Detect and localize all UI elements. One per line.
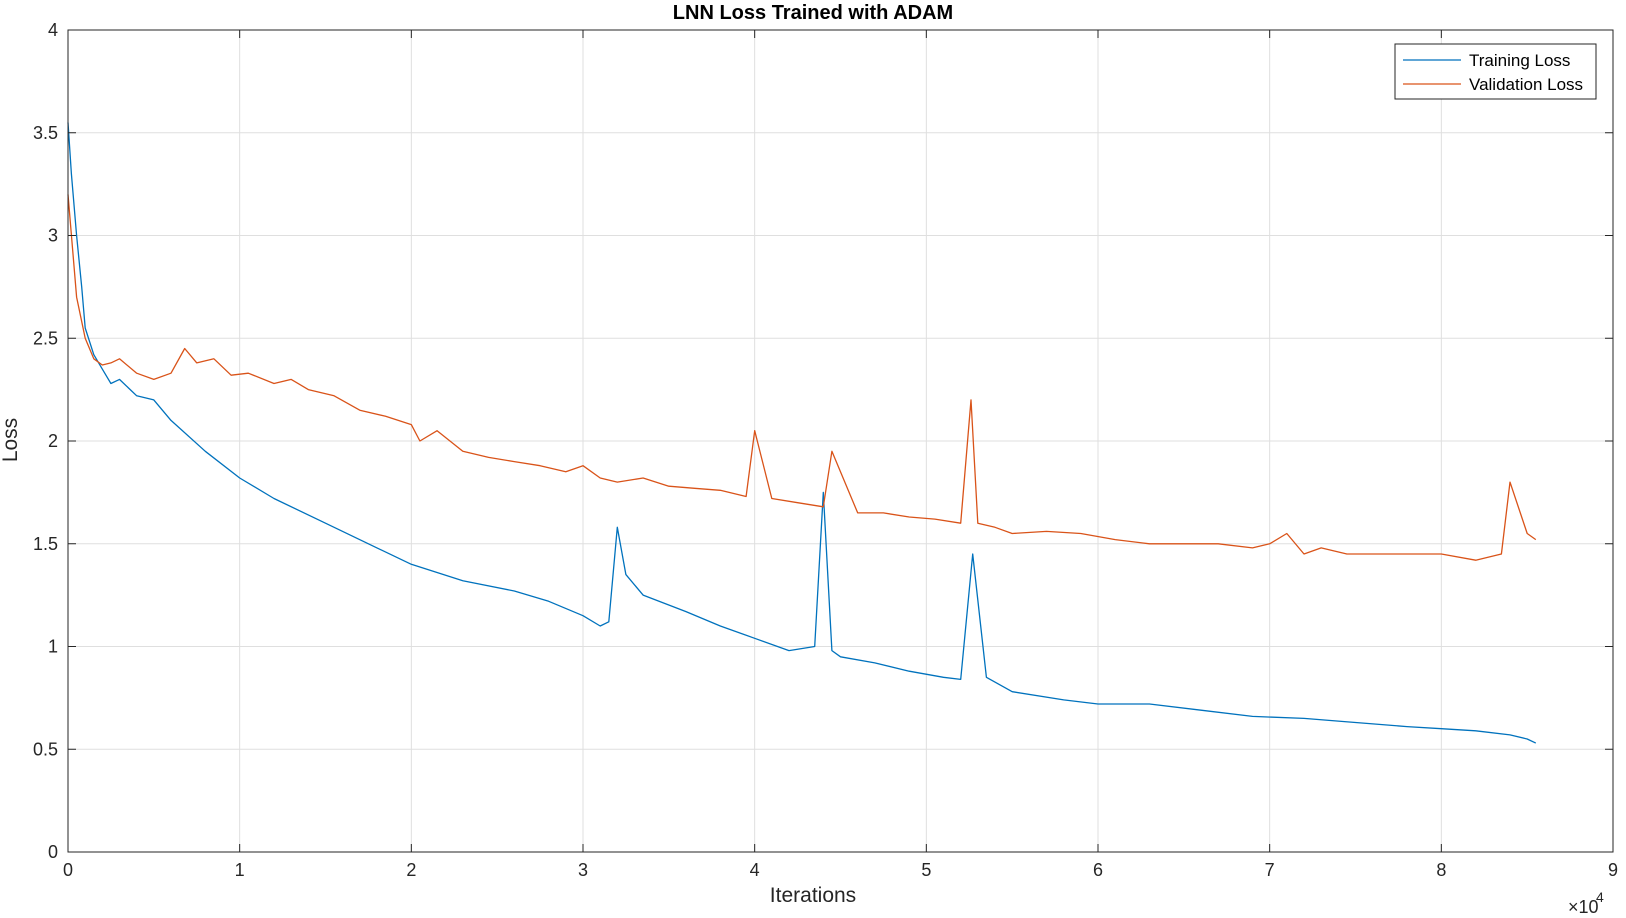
x-tick-label: 3 <box>578 860 588 880</box>
x-tick-label: 5 <box>921 860 931 880</box>
legend-validation-label: Validation Loss <box>1469 75 1583 94</box>
training-loss-line <box>67 122 1537 744</box>
y-tick-label: 1 <box>48 637 58 657</box>
grid <box>68 30 1613 852</box>
x-exponent-base: ×10 <box>1568 897 1599 917</box>
x-tick-label: 8 <box>1436 860 1446 880</box>
y-tick-label: 1.5 <box>33 534 58 554</box>
y-axis-label: Loss <box>0 418 22 462</box>
series-lines <box>67 122 1537 744</box>
legend-box <box>1394 43 1597 100</box>
axis-ticks: 0 1 2 3 4 5 6 7 8 9 0 0.5 1 1.5 2 2.5 3 3.5 4 <box>33 20 1618 880</box>
legend[interactable]: Training Loss Validation Loss <box>1394 43 1597 100</box>
y-tick-label: 2.5 <box>33 328 58 348</box>
x-tick-label: 0 <box>63 860 73 880</box>
y-tick-label: 2 <box>48 431 58 451</box>
validation-loss-line <box>67 194 1537 561</box>
y-tick-label: 3.5 <box>33 123 58 143</box>
x-tick-label: 4 <box>750 860 760 880</box>
x-tick-label: 1 <box>235 860 245 880</box>
x-tick-label: 9 <box>1608 860 1618 880</box>
x-tick-label: 6 <box>1093 860 1103 880</box>
x-tick-label: 2 <box>406 860 416 880</box>
x-exponent-power: 4 <box>1596 889 1604 905</box>
chart-title: LNN Loss Trained with ADAM <box>673 2 953 24</box>
y-tick-label: 4 <box>48 20 58 40</box>
legend-training-label: Training Loss <box>1469 51 1570 70</box>
x-axis-label: Iterations <box>770 884 856 907</box>
y-tick-label: 3 <box>48 226 58 246</box>
y-tick-label: 0 <box>48 842 58 862</box>
x-tick-label: 7 <box>1265 860 1275 880</box>
y-tick-label: 0.5 <box>33 739 58 759</box>
